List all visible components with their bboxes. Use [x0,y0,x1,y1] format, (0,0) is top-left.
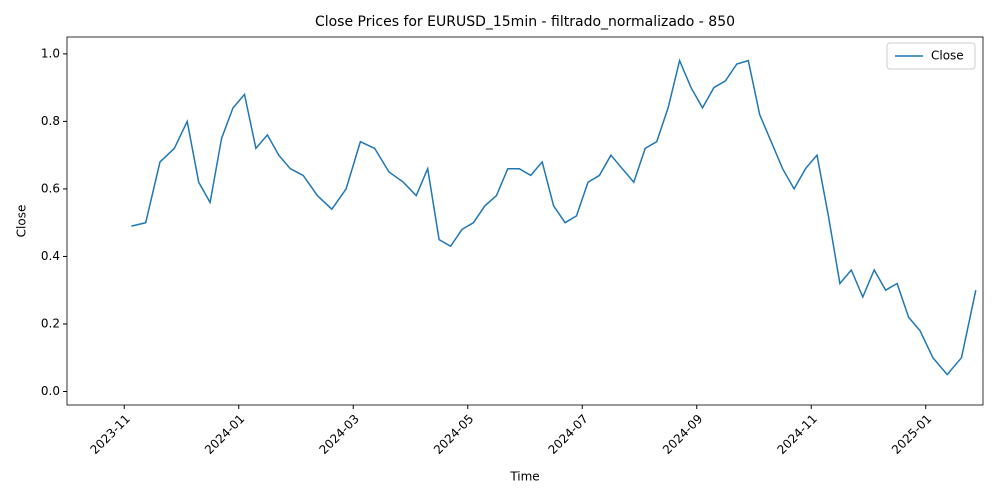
x-tick-label: 2024-01 [202,412,247,457]
x-tick-label: 2024-03 [316,412,361,457]
y-tick-label: 0.2 [41,316,60,330]
legend-label: Close [931,49,964,63]
x-tick-label: 2023-11 [87,412,132,457]
plot-frame [66,36,984,406]
x-tick-label: 2024-09 [660,412,705,457]
x-tick-label: 2024-07 [545,412,590,457]
line-series [131,58,977,376]
x-axis-label: Time [509,470,539,484]
y-tick-label: 1.0 [41,46,60,60]
y-tick-label: 0.6 [41,181,60,195]
y-tick-label: 0.8 [41,114,60,128]
y-tick-label: 0.4 [41,249,60,263]
x-tick-label: 2025-01 [889,412,934,457]
x-tick-label: 2024-05 [431,412,476,457]
chart-title: Close Prices for EURUSD_15min - filtrado… [315,14,735,30]
legend-box [886,42,976,70]
x-tick-label: 2024-11 [774,412,819,457]
y-tick-label: 0.0 [41,384,60,398]
y-axis-label: Close [15,205,29,238]
